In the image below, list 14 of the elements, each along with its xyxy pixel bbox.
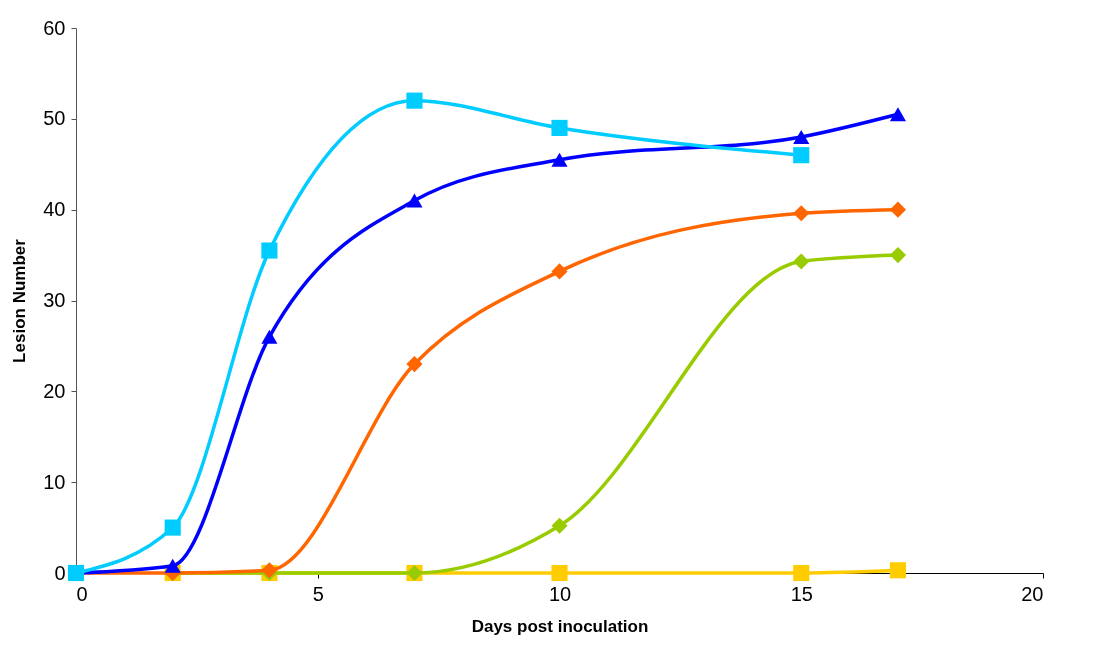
y-tick-label: 30 (43, 289, 66, 311)
y-tick-label: 0 (54, 561, 66, 584)
x-tick-label: 5 (312, 582, 324, 605)
y-tick-label: 10 (43, 470, 66, 493)
y-tick-label: 60 (43, 16, 66, 39)
y-tick-label: 50 (43, 107, 66, 130)
x-tick-label: 20 (1021, 582, 1044, 605)
y-tick-label: 40 (43, 198, 66, 221)
x-tick-label: 0 (76, 582, 88, 605)
x-tick-label: 10 (548, 582, 572, 605)
x-tick-label: 15 (790, 582, 813, 605)
x-axis-title: Days post inoculation (471, 616, 649, 636)
y-axis-title: Lesion Number (10, 238, 30, 363)
y-tick-label: 20 (43, 379, 66, 402)
